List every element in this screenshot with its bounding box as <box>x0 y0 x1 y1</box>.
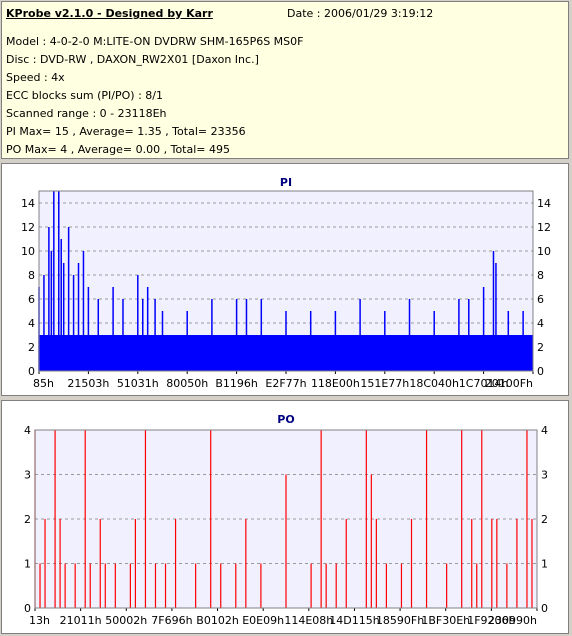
x-tick-label: E2F77h <box>265 377 306 390</box>
x-tick-label: 21503h <box>67 377 109 390</box>
po-chart-panel: PO 0 0 1 1 2 2 3 3 4 4 13h 21011h 50002h 7F696h B0102h E… <box>1 400 569 634</box>
info-speed: Speed : 4x <box>6 71 65 84</box>
x-tick-label: 1C7014h <box>459 377 509 390</box>
x-tick-label: 7F696h <box>151 614 192 627</box>
y-tick-left: 8 <box>28 269 35 282</box>
y-tick-right: 0 <box>537 365 544 378</box>
info-model: Model : 4-0-2-0 M:LITE-ON DVDRW SHM-165P… <box>6 35 304 48</box>
y-tick-left: 10 <box>21 245 35 258</box>
y-tick-left: 4 <box>28 317 35 330</box>
y-tick-left: 0 <box>24 602 31 615</box>
scan-date: Date : 2006/01/29 3:19:12 <box>287 7 434 20</box>
x-tick-label: 1F9206h <box>467 614 515 627</box>
y-tick-left: 0 <box>28 365 35 378</box>
info-scanned-range: Scanned range : 0 - 23118Eh <box>6 107 167 120</box>
app-title: KProbe v2.1.0 - Designed by Karr <box>6 7 213 20</box>
y-tick-right: 14 <box>537 197 551 210</box>
x-tick-label: 51031h <box>117 377 159 390</box>
y-tick-left: 2 <box>24 513 31 526</box>
y-tick-right: 0 <box>541 602 548 615</box>
x-tick-label: B0102h <box>196 614 239 627</box>
y-tick-left: 14 <box>21 197 35 210</box>
x-tick-label: 18590Fh <box>376 614 424 627</box>
y-tick-right: 2 <box>541 513 548 526</box>
y-tick-left: 4 <box>24 424 31 437</box>
y-tick-right: 3 <box>541 469 548 482</box>
info-po-stats: PO Max= 4 , Average= 0.00 , Total= 495 <box>6 143 230 156</box>
x-tick-label: 18C040h <box>409 377 459 390</box>
po-chart: PO 0 0 1 1 2 2 3 3 4 4 13h 21011h 50002h 7F696h B0102h E… <box>24 413 548 627</box>
x-tick-label: 85h <box>33 377 54 390</box>
info-disc: Disc : DVD-RW , DAXON_RW2X01 [Daxon Inc.… <box>6 53 259 66</box>
y-tick-right: 10 <box>537 245 551 258</box>
x-tick-label: 118E00h <box>311 377 360 390</box>
y-tick-right: 4 <box>541 424 548 437</box>
y-tick-left: 6 <box>28 293 35 306</box>
plot-border <box>34 429 538 609</box>
y-tick-left: 2 <box>28 341 35 354</box>
y-tick-left: 3 <box>24 469 31 482</box>
y-tick-right: 4 <box>537 317 544 330</box>
y-tick-right: 1 <box>541 558 548 571</box>
x-tick-label: B1196h <box>215 377 258 390</box>
y-tick-right: 2 <box>537 341 544 354</box>
y-tick-right: 6 <box>537 293 544 306</box>
plot-border <box>38 190 534 372</box>
pi-chart-panel: PI 0 0 2 2 4 4 6 6 8 8 10 10 12 12 14 14 85h 21503h 51031h 8… <box>1 163 569 396</box>
x-tick-label: 13h <box>29 614 50 627</box>
pi-chart: PI 0 0 2 2 4 4 6 6 8 8 10 10 12 12 14 14 85h 21503h 51031h 8… <box>21 176 551 390</box>
info-pi-stats: PI Max= 15 , Average= 1.35 , Total= 2335… <box>6 125 246 138</box>
x-tick-label: E0E09h <box>242 614 284 627</box>
x-tick-label: 1BF30Eh <box>421 614 470 627</box>
x-tick-label: 151E77h <box>360 377 409 390</box>
info-panel: KProbe v2.1.0 - Designed by Karr Date : … <box>1 1 569 159</box>
chart-title: PO <box>277 413 294 426</box>
x-tick-label: 80050h <box>166 377 208 390</box>
x-tick-label: 114E08h <box>284 614 333 627</box>
x-tick-label: 50002h <box>105 614 147 627</box>
info-ecc-blocks: ECC blocks sum (PI/PO) : 8/1 <box>6 89 163 102</box>
y-tick-left: 12 <box>21 221 35 234</box>
x-tick-label: 230990h <box>488 614 537 627</box>
x-tick-label: 21011h <box>60 614 102 627</box>
x-tick-label: 20100Fh <box>485 377 533 390</box>
y-tick-right: 12 <box>537 221 551 234</box>
chart-title: PI <box>280 176 292 189</box>
y-tick-left: 1 <box>24 558 31 571</box>
x-tick-label: 14D115h <box>329 614 379 627</box>
y-tick-right: 8 <box>537 269 544 282</box>
